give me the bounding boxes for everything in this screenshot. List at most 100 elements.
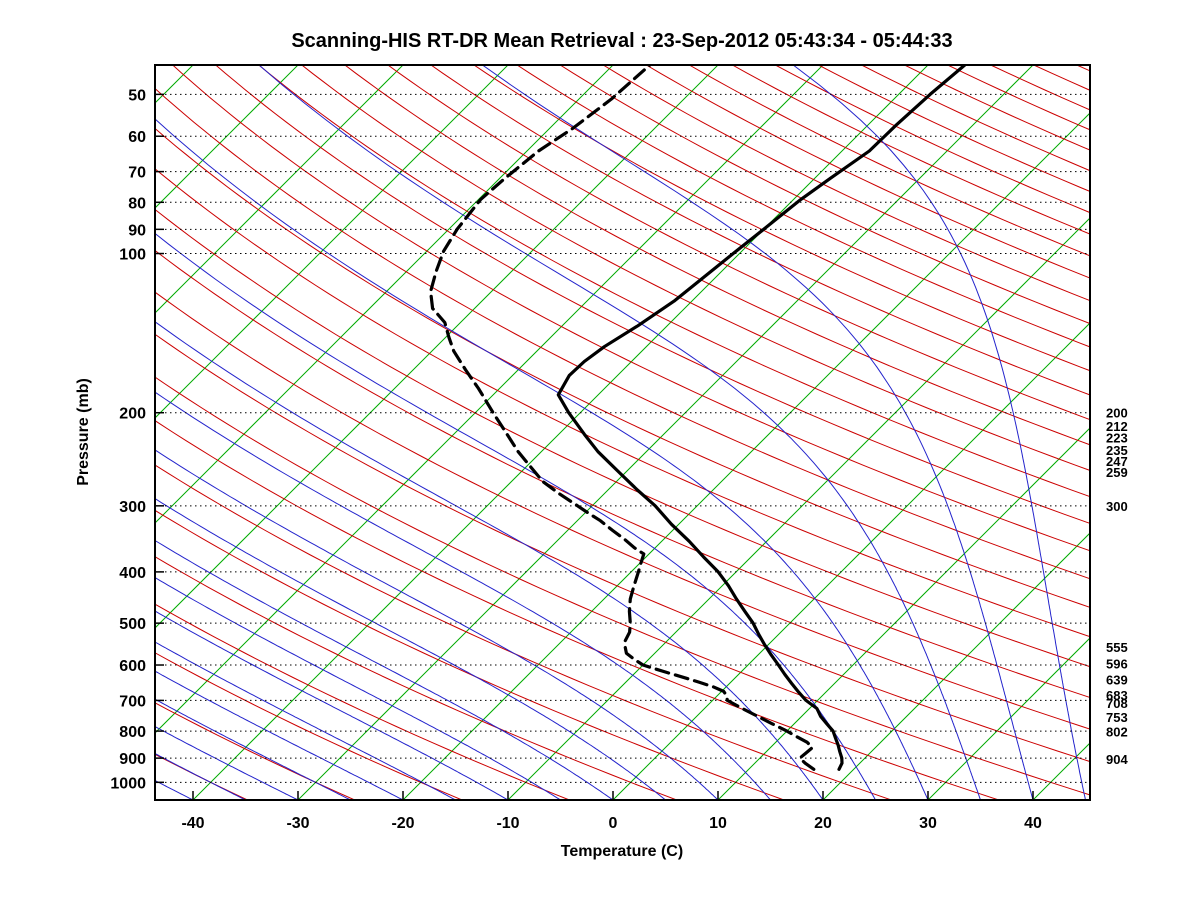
dry-adiabat-line [258, 65, 1090, 498]
right-pressure-label: 259 [1106, 465, 1128, 480]
dry-adiabat-line [155, 376, 1090, 796]
dry-adiabat-line [689, 65, 1090, 257]
x-tick-label: 20 [814, 815, 832, 832]
y-tick-label: 600 [119, 658, 146, 675]
moist-adiabat-line [155, 232, 876, 800]
right-pressure-label: 247 [1106, 454, 1128, 469]
x-tick-label: -40 [181, 815, 204, 832]
moist-adiabat-line [155, 641, 456, 800]
chart-title: Scanning-HIS RT-DR Mean Retrieval : 23-S… [291, 30, 952, 52]
dry-adiabat-line [602, 65, 1090, 302]
isotherm-line [155, 65, 299, 209]
moist-adiabat-line [155, 753, 246, 800]
dry-adiabat-line [155, 464, 892, 800]
moist-adiabat-line [155, 670, 404, 800]
dry-adiabat-line [344, 65, 1090, 446]
moist-adiabat-line [155, 576, 561, 800]
axes-frame [154, 64, 1091, 801]
right-pressure-label: 683 [1106, 688, 1128, 703]
dry-adiabat-line [947, 65, 1090, 131]
background-line-families [0, 65, 1200, 800]
moist-adiabat-line [155, 610, 509, 800]
y-tick-label: 1000 [110, 775, 146, 792]
dry-adiabat-line [775, 65, 1090, 214]
moist-adiabat-line [155, 118, 929, 800]
moist-adiabat-line [155, 321, 824, 800]
isotherm-line [507, 217, 1090, 800]
dry-adiabat-line [155, 127, 1090, 608]
y-tick-label: 800 [119, 724, 146, 741]
sounding-profiles [429, 65, 967, 771]
moist-adiabat-line [155, 539, 614, 800]
moist-adiabat-line [258, 65, 981, 800]
x-tick-label: 30 [919, 815, 937, 832]
dry-adiabat-line [0, 65, 33, 800]
dry-adiabat-line [473, 65, 1090, 372]
dry-adiabat-line [559, 65, 1090, 325]
x-axis-label: Temperature (C) [561, 843, 683, 860]
moist-adiabat-line [155, 698, 351, 800]
isotherm-line [612, 322, 1090, 800]
dry-adiabat-line [1120, 65, 1200, 800]
y-tick-label: 50 [128, 87, 146, 104]
dry-adiabat-line [215, 65, 1090, 524]
isotherm-line [155, 65, 404, 314]
dry-adiabat-line [155, 603, 570, 800]
dry-adiabat-line [301, 65, 1090, 471]
right-pressure-label: 639 [1106, 672, 1128, 687]
right-pressure-label: 802 [1106, 725, 1128, 740]
dry-adiabat-line [155, 652, 463, 800]
y-tick-label: 400 [119, 565, 146, 582]
dry-adiabat-line [990, 65, 1090, 111]
dry-adiabat-line [155, 509, 785, 800]
dry-adiabat-line [155, 87, 1090, 580]
isotherm-line [927, 637, 1090, 800]
x-tick-label: -30 [286, 815, 309, 832]
temperature-profile [556, 65, 967, 771]
dry-adiabat-line [516, 65, 1090, 348]
dry-adiabat-line [646, 65, 1090, 279]
dry-adiabat-line [387, 65, 1090, 421]
dry-adiabat-line [155, 291, 1090, 730]
right-pressure-label: 300 [1106, 499, 1128, 514]
y-tick-label: 80 [128, 195, 146, 212]
dry-adiabat-line [155, 249, 1090, 698]
moist-adiabat-line [792, 65, 1086, 800]
right-pressure-label: 223 [1106, 431, 1128, 446]
isotherm-line [192, 65, 929, 800]
moist-adiabat-line [155, 725, 299, 800]
right-pressure-label: 235 [1106, 443, 1128, 458]
dry-adiabat-line [1076, 65, 1090, 72]
dry-adiabat-line [430, 65, 1090, 396]
right-pressure-label: 200 [1106, 406, 1128, 421]
y-tick-label: 60 [128, 129, 146, 146]
x-tick-label: 40 [1024, 815, 1042, 832]
y-tick-label: 700 [119, 693, 146, 710]
dry-adiabat-line [155, 333, 1090, 763]
dry-adiabat-line [155, 208, 1090, 668]
pressure-gridlines [155, 93, 1090, 783]
dry-adiabat-line [0, 65, 140, 800]
isotherm-line [155, 65, 614, 524]
right-pressure-label: 753 [1106, 710, 1128, 725]
plot-border [154, 64, 1091, 801]
y-tick-label: 200 [119, 406, 146, 423]
isotherm-line [155, 65, 824, 734]
right-pressure-label: 596 [1106, 656, 1128, 671]
moist-adiabat-line [155, 498, 666, 800]
y-tick-label: 900 [119, 751, 146, 768]
dry-adiabat-line [818, 65, 1090, 192]
isotherm-line [155, 65, 509, 419]
moist-adiabat-line [155, 779, 194, 800]
isotherm-line [717, 427, 1090, 800]
x-tick-label: 0 [609, 815, 618, 832]
isotherm-line [155, 65, 719, 629]
moist-adiabat-line [155, 391, 771, 800]
isotherm-line [155, 65, 194, 104]
tick-labels: 5060708090100200300400500600700800900100… [110, 87, 1042, 832]
isotherm-line [297, 65, 1034, 800]
y-tick-label: 300 [119, 499, 146, 516]
